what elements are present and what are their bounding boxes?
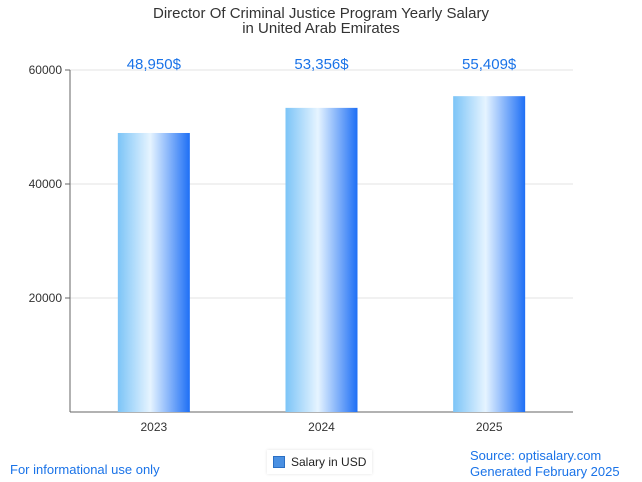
legend[interactable]: Salary in USD [267, 450, 373, 474]
bar-2024[interactable] [285, 107, 358, 413]
source-block: Source: optisalary.com Generated Februar… [470, 448, 620, 480]
legend-swatch [273, 456, 285, 468]
y-tick-label: 20000 [29, 291, 63, 305]
y-tick-label: 60000 [29, 63, 63, 77]
x-tick-label-2023: 2023 [140, 420, 167, 434]
y-tick-label: 40000 [29, 177, 63, 191]
legend-label: Salary in USD [291, 455, 367, 469]
labels: 48,950$ 2023 53,356$ 2024 55,409$ 2025 [127, 56, 517, 434]
value-label-2025: 55,409$ [462, 56, 517, 73]
bar-2023[interactable] [117, 132, 190, 413]
chart-title-line-1: Director Of Criminal Justice Program Yea… [153, 5, 489, 22]
bar-2025[interactable] [453, 96, 526, 412]
value-label-2024: 53,356$ [294, 56, 349, 73]
bars [117, 96, 526, 413]
value-label-2023: 48,950$ [127, 56, 182, 73]
x-tick-label-2024: 2024 [308, 420, 335, 434]
source-link[interactable]: Source: optisalary.com [470, 448, 602, 463]
disclaimer-text: For informational use only [10, 462, 160, 477]
generated-date: Generated February 2025 [470, 464, 620, 479]
chart-title-line-2: in United Arab Emirates [242, 20, 400, 37]
x-tick-label-2025: 2025 [476, 420, 503, 434]
